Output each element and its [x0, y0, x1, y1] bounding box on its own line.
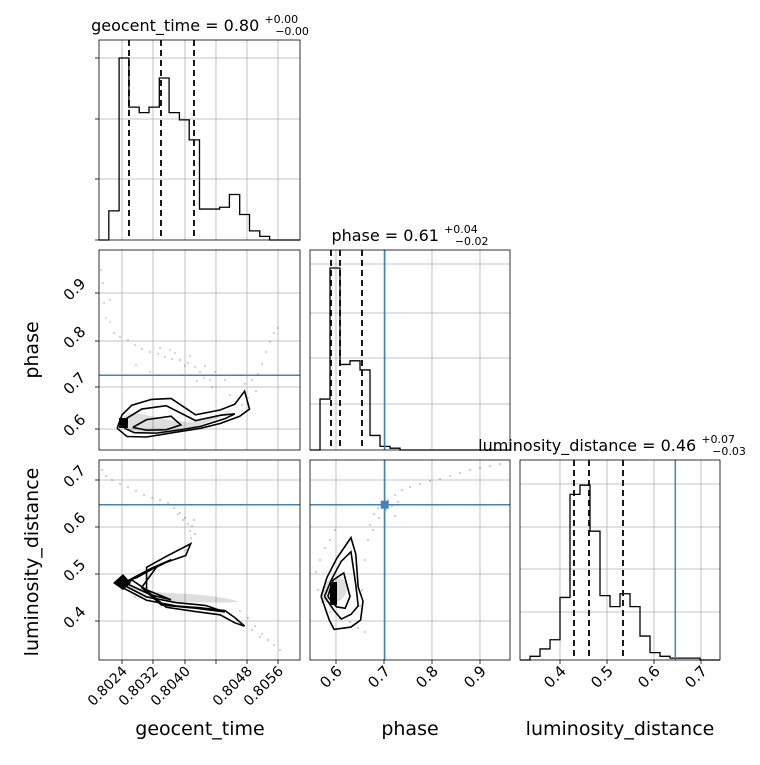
title-minus-geocent-time: −0.00 [275, 25, 309, 38]
xtick-label-phase: 0.8 [412, 662, 442, 692]
ytick-label-luminosity-distance: 0.5 [60, 556, 90, 586]
density-peak-phase-vs-geocent-time [119, 418, 128, 428]
ytick-label-luminosity-distance: 0.7 [60, 462, 90, 492]
xtick-label-phase: 0.9 [460, 662, 490, 692]
xtick-label-luminosity-distance: 0.7 [681, 662, 711, 692]
title-minus-phase: −0.02 [455, 235, 489, 248]
ytick-label-phase: 0.6 [60, 411, 90, 441]
contour-phase-vs-geocent-time-middle [123, 404, 236, 434]
panel-luminosity-distance-hist: luminosity_distance = 0.46 +0.07 −0.03 0… [478, 428, 746, 740]
contour-luminosity-distance-vs-geocent-time-middle [121, 559, 226, 613]
title-plus-geocent-time: +0.00 [264, 13, 298, 26]
title-value-luminosity-distance: 0.46 [661, 436, 697, 455]
density-peak-luminosity-distance-vs-phase [330, 582, 337, 605]
contour-phase-vs-geocent-time-inner [132, 415, 183, 432]
xtick-label-luminosity-distance: 0.4 [540, 662, 570, 692]
title-name-geocent-time: geocent_time [91, 16, 200, 36]
xticks-phase: 0.6 0.7 0.8 0.9 [316, 660, 490, 692]
axes-frame-phase-vs-geocent-time [98, 249, 301, 451]
yticks-luminosity-distance: 0.4 0.5 0.6 0.7 [60, 462, 99, 633]
axes-frame-luminosity-distance-vs-geocent-time [98, 459, 301, 661]
panel-luminosity-distance-vs-geocent-time: 0.4 0.5 0.6 0.7 luminosity_distance 0.80… [21, 459, 301, 740]
panel-phase-vs-geocent-time: 0.6 0.7 0.8 0.9 phase [21, 249, 301, 451]
title-luminosity-distance: luminosity_distance = 0.46 +0.07 −0.03 [478, 428, 746, 458]
scatter-luminosity-distance-vs-geocent-time [100, 468, 282, 652]
ylabel-luminosity-distance: luminosity_distance [21, 468, 43, 657]
ytick-label-phase: 0.7 [60, 369, 90, 399]
title-value-phase: 0.61 [403, 226, 439, 245]
truth-marker [380, 500, 389, 509]
contour-luminosity-distance-vs-phase-middle [323, 550, 360, 621]
axes-frame-luminosity-distance-vs-phase [309, 459, 511, 661]
density-peak-luminosity-distance-vs-geocent-time [113, 574, 131, 590]
axes-frame-geocent-time-hist [98, 39, 301, 241]
histogram-geocent-time [99, 57, 300, 241]
xtick-label-phase: 0.6 [316, 662, 346, 692]
contour-fill-phase-vs-geocent-time [121, 408, 235, 434]
xtick-label-luminosity-distance: 0.6 [634, 662, 664, 692]
contour-luminosity-distance-vs-geocent-time-inner [126, 579, 172, 601]
title-value-geocent-time: 0.80 [224, 16, 260, 35]
contour-luminosity-distance-vs-phase-outer [320, 535, 364, 631]
title-minus-luminosity-distance: −0.03 [712, 445, 746, 458]
title-plus-luminosity-distance: +0.07 [701, 433, 735, 446]
xticks-geocent-time: 0.8024 0.8032 0.8040 0.8048 0.8056 [85, 660, 287, 709]
title-phase: phase = 0.61 +0.04 −0.02 [331, 218, 488, 248]
grid-luminosity-distance-vs-phase [310, 460, 510, 660]
panel-phase-hist: phase = 0.61 +0.04 −0.02 [309, 218, 511, 451]
ytick-label-luminosity-distance: 0.6 [60, 509, 90, 539]
panel-luminosity-distance-vs-phase: 0.6 0.7 0.8 0.9 phase [309, 459, 511, 740]
yticks-phase: 0.6 0.7 0.8 0.9 [60, 275, 99, 441]
axes-frame-luminosity-distance-hist [519, 459, 721, 661]
histogram-luminosity-distance [520, 484, 720, 661]
contour-luminosity-distance-vs-phase-inner [327, 571, 351, 610]
xlabel-phase: phase [381, 718, 438, 740]
xlabel-geocent-time: geocent_time [135, 718, 264, 740]
grid-luminosity-distance-vs-geocent-time [99, 460, 300, 660]
contour-luminosity-distance-vs-geocent-time-outer [115, 542, 246, 627]
title-name-luminosity-distance: luminosity_distance [478, 436, 637, 456]
ytick-label-phase: 0.9 [60, 275, 90, 305]
xtick-label-phase: 0.7 [364, 662, 394, 692]
title-geocent-time: geocent_time = 0.80 +0.00 −0.00 [91, 8, 309, 38]
xtick-label-luminosity-distance: 0.5 [587, 662, 617, 692]
title-plus-phase: +0.04 [444, 223, 478, 236]
grid-luminosity-distance-hist [520, 460, 720, 660]
ytick-label-phase: 0.8 [60, 323, 90, 353]
ytick-label-luminosity-distance: 0.4 [60, 603, 90, 633]
xticks-luminosity-distance: 0.4 0.5 0.6 0.7 [540, 660, 711, 692]
contour-phase-vs-geocent-time-outer [116, 389, 251, 438]
scatter-phase-vs-geocent-time [99, 268, 280, 407]
title-name-phase: phase [331, 226, 379, 245]
axes-frame-phase-hist [309, 249, 511, 451]
panel-geocent-time-hist: geocent_time = 0.80 +0.00 −0.00 [91, 8, 309, 241]
ylabel-phase: phase [21, 321, 43, 378]
xlabel-luminosity-distance: luminosity_distance [526, 718, 715, 740]
